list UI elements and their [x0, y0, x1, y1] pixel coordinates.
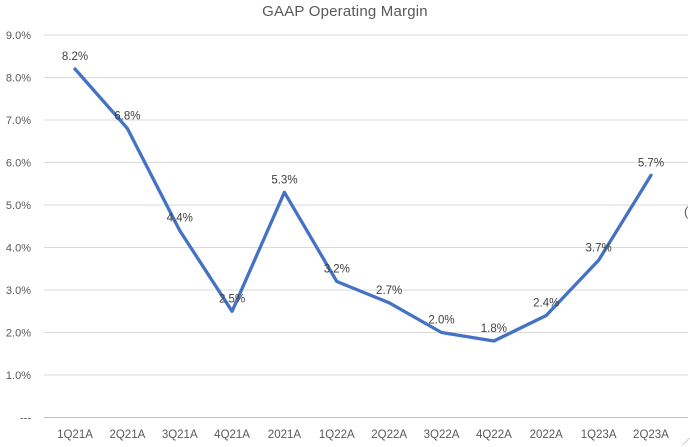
y-axis-tick-label: 2.0%	[6, 328, 31, 340]
data-label: 3.2%	[324, 264, 350, 276]
y-axis-tick-label: 1.0%	[6, 370, 31, 382]
y-axis-tick-label: 8.0%	[6, 73, 31, 85]
y-axis-tick-label: 3.0%	[6, 285, 31, 297]
y-axis-tick-label: 5.0%	[6, 200, 31, 212]
data-label: 6.8%	[114, 111, 140, 123]
data-label: 5.3%	[271, 174, 297, 186]
x-axis-category-label: 4Q21A	[214, 429, 250, 441]
data-label: 8.2%	[62, 51, 88, 63]
x-axis-category-label: 4Q22A	[476, 429, 512, 441]
y-axis-tick-label: 6.0%	[6, 158, 31, 170]
x-axis-category-label: 1Q21A	[57, 429, 93, 441]
y-axis-tick-label: 7.0%	[6, 115, 31, 127]
data-label: 3.7%	[585, 242, 611, 254]
x-axis-category-label: 3Q21A	[162, 429, 198, 441]
data-label: 2.0%	[428, 315, 454, 327]
y-axis-tick-label: 9.0%	[6, 30, 31, 42]
y-axis-tick-label: ---	[20, 413, 31, 425]
data-label: 5.7%	[638, 157, 664, 169]
x-axis-category-label: 2Q22A	[371, 429, 407, 441]
right-clipped-axis-text: (	[684, 204, 689, 219]
data-label: 4.4%	[167, 213, 193, 225]
data-label: 2.7%	[376, 285, 402, 297]
x-axis-category-label: 2Q21A	[109, 429, 145, 441]
x-axis-category-label: 3Q22A	[424, 429, 460, 441]
series-line	[73, 67, 653, 343]
x-axis-category-label: 1Q23A	[581, 429, 617, 441]
data-label: 1.8%	[481, 323, 507, 335]
x-axis-category-label: 2022A	[530, 429, 564, 441]
chart-title: GAAP Operating Margin	[262, 3, 428, 20]
data-label: 2.4%	[533, 298, 559, 310]
y-axis-tick-label: 4.0%	[6, 243, 31, 255]
x-axis-category-label: 2Q23A	[633, 429, 669, 441]
data-label: 2.5%	[219, 293, 245, 305]
x-axis-category-label: 2021A	[268, 429, 302, 441]
x-axis-category-label: 1Q22A	[319, 429, 355, 441]
